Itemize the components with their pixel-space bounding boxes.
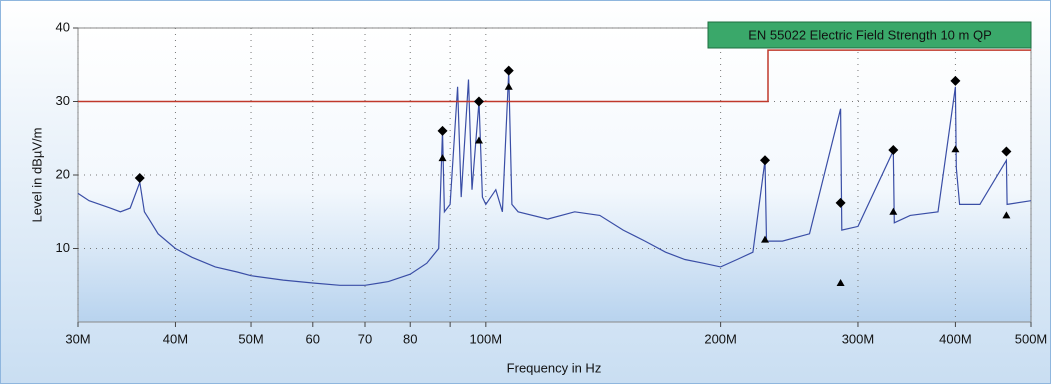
triangle-marker — [1002, 211, 1011, 219]
x-tick-label: 400M — [939, 331, 972, 346]
triangle-marker — [761, 235, 770, 243]
triangle-marker — [836, 279, 845, 287]
limit-legend-box — [707, 21, 1032, 49]
x-tick-label: 200M — [704, 331, 737, 346]
x-tick-label: 50M — [238, 331, 263, 346]
x-tick-label: 100M — [470, 331, 503, 346]
diamond-marker — [473, 96, 484, 107]
triangle-marker — [474, 136, 483, 144]
diamond-marker — [760, 155, 771, 166]
x-tick-label: 300M — [842, 331, 875, 346]
diamond-marker — [437, 125, 448, 136]
y-tick-label: 30 — [56, 93, 70, 108]
diamond-marker — [950, 75, 961, 86]
x-tick-label: 60 — [306, 331, 320, 346]
x-tick-label: 500M — [1015, 331, 1048, 346]
y-tick-label: 10 — [56, 240, 70, 255]
diamond-marker — [1001, 146, 1012, 157]
x-axis-label: Frequency in Hz — [507, 360, 602, 375]
plot-area — [77, 27, 1032, 323]
y-tick-label: 20 — [56, 166, 70, 181]
diamond-marker — [888, 145, 899, 156]
triangle-marker — [889, 207, 898, 215]
x-tick-label: 80 — [403, 331, 417, 346]
plot-content: 10 20 30 40 30M 40M 50M 60 70 80 100M 200M 300M 400M 5… — [56, 19, 1048, 346]
x-tick-label: 70 — [358, 331, 372, 346]
x-tick-label: 40M — [163, 331, 188, 346]
diamond-marker — [503, 65, 514, 76]
triangle-marker — [438, 154, 447, 162]
limit-line — [78, 49, 1031, 103]
triangle-marker — [951, 145, 960, 153]
y-tick-label: 40 — [56, 19, 70, 34]
x-tick-label: 30M — [65, 331, 90, 346]
diamond-marker — [134, 172, 145, 183]
triangle-marker — [504, 82, 513, 90]
y-axis-label: Level in dBµV/m — [29, 128, 44, 223]
trace — [77, 72, 1032, 286]
limit-legend-text: EN 55022 Electric Field Strength 10 m QP — [748, 27, 992, 42]
diamond-marker — [835, 197, 846, 208]
